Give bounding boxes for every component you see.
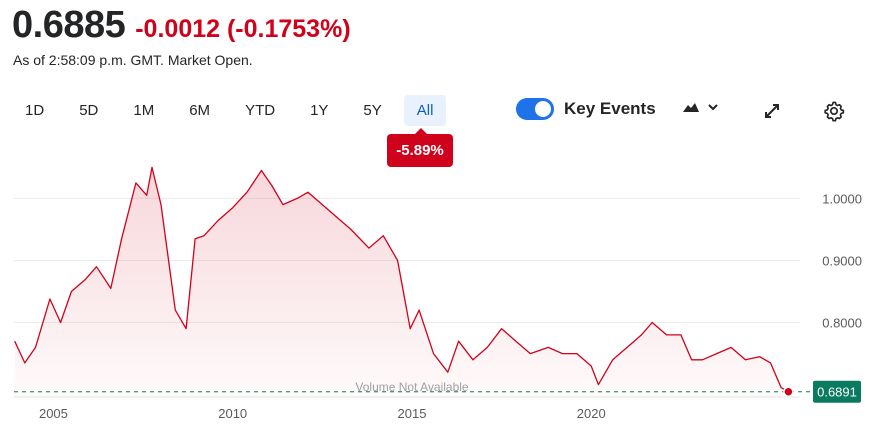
quote-header: 0.6885 -0.0012 (-0.1753%): [12, 4, 351, 47]
range-button-5y[interactable]: 5Y: [363, 102, 382, 119]
price-change: -0.0012 (-0.1753%): [135, 15, 351, 43]
expand-icon: [765, 104, 779, 118]
toggle-knob: [535, 101, 551, 117]
price-area: [14, 167, 789, 397]
last-price-label: 0.6891: [817, 385, 857, 400]
x-tick-label: 2005: [39, 406, 68, 421]
key-events-control: Key Events: [516, 98, 656, 120]
period-change-badge: -5.89%: [387, 128, 453, 167]
key-events-label: Key Events: [564, 99, 656, 118]
last-price-badge: [813, 380, 861, 403]
key-events-toggle[interactable]: [516, 98, 554, 120]
y-tick-label: 0.8000: [822, 316, 862, 331]
current-price: 0.6885: [12, 4, 126, 46]
range-selector: 1D 5D 1M 6M YTD 1Y 5Y All: [12, 95, 455, 126]
range-button-all[interactable]: All: [403, 95, 447, 126]
chevron-down-icon: [708, 104, 718, 111]
x-tick-label: 2010: [218, 406, 247, 421]
volume-note: Volume Not Available: [355, 380, 469, 394]
chart-type-dropdown[interactable]: [682, 100, 720, 114]
expand-button[interactable]: [762, 101, 782, 126]
range-button-5d[interactable]: 5D: [79, 102, 99, 119]
x-tick-label: 2020: [577, 406, 606, 421]
range-button-6m[interactable]: 6M: [189, 102, 211, 119]
x-tick-label: 2015: [398, 406, 427, 421]
range-button-1m[interactable]: 1M: [133, 102, 155, 119]
gear-icon: [824, 101, 845, 122]
last-price-dot: [783, 386, 794, 397]
settings-button[interactable]: [823, 100, 845, 127]
range-button-ytd[interactable]: YTD: [245, 102, 276, 119]
price-line: [14, 166, 789, 393]
range-button-1y[interactable]: 1Y: [310, 102, 329, 119]
y-tick-label: 1.0000: [822, 191, 862, 206]
range-button-1d[interactable]: 1D: [25, 102, 45, 119]
y-tick-label: 0.9000: [822, 253, 862, 268]
mountain-chart-icon: [683, 103, 699, 112]
as-of-timestamp: As of 2:58:09 p.m. GMT. Market Open.: [13, 52, 253, 68]
